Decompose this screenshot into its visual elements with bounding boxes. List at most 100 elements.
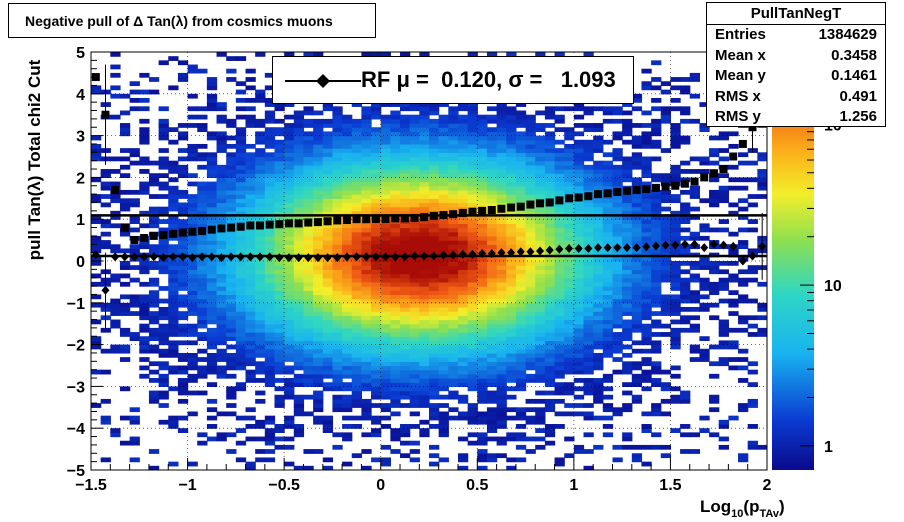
heatmap-cell bbox=[670, 194, 681, 199]
heatmap-cell bbox=[400, 173, 411, 178]
heatmap-cell bbox=[535, 110, 546, 116]
heatmap-cell bbox=[583, 198, 594, 204]
heatmap-cell bbox=[709, 202, 720, 208]
heatmap-cell bbox=[535, 185, 546, 191]
heatmap-cell bbox=[342, 177, 353, 183]
heatmap-cell bbox=[564, 390, 575, 396]
heatmap-cell bbox=[573, 332, 585, 337]
heatmap-cell bbox=[226, 173, 237, 178]
heatmap-cell bbox=[139, 189, 150, 195]
heatmap-cell bbox=[448, 311, 459, 316]
heatmap-cell bbox=[255, 261, 266, 266]
diamond-point bbox=[371, 252, 380, 262]
heatmap-cell bbox=[699, 415, 710, 421]
heatmap-cell bbox=[380, 340, 391, 346]
heatmap-cell bbox=[486, 378, 498, 383]
heatmap-cell bbox=[351, 298, 362, 304]
heatmap-cell bbox=[197, 181, 208, 187]
heatmap-cell bbox=[467, 273, 478, 279]
heatmap-cell bbox=[544, 315, 556, 321]
heatmap-cell bbox=[515, 411, 527, 417]
heatmap-cell bbox=[506, 319, 517, 325]
heatmap-cell bbox=[438, 143, 449, 149]
heatmap-cell bbox=[602, 290, 614, 296]
heatmap-cell bbox=[303, 106, 314, 112]
heatmap-cell bbox=[380, 118, 391, 124]
heatmap-cell bbox=[564, 352, 575, 358]
heatmap-cell bbox=[235, 315, 247, 321]
heatmap-cell bbox=[380, 202, 391, 208]
heatmap-cell bbox=[216, 139, 227, 145]
heatmap-cell bbox=[235, 173, 247, 178]
heatmap-cell bbox=[651, 261, 662, 266]
heatmap-cell bbox=[400, 327, 411, 333]
heatmap-cell bbox=[322, 194, 334, 199]
heatmap-cell bbox=[371, 181, 382, 187]
heatmap-cell bbox=[448, 244, 459, 250]
heatmap-cell bbox=[390, 398, 401, 404]
heatmap-cell bbox=[322, 164, 334, 170]
heatmap-cell bbox=[515, 235, 527, 241]
heatmap-cell bbox=[602, 215, 614, 220]
heatmap-cell bbox=[264, 332, 276, 337]
heatmap-cell bbox=[322, 373, 334, 379]
heatmap-cell bbox=[564, 177, 575, 183]
heatmap-cell bbox=[718, 424, 729, 429]
heatmap-cell bbox=[409, 344, 420, 350]
heatmap-cell bbox=[641, 231, 652, 237]
heatmap-cell bbox=[303, 231, 314, 237]
heatmap-cell bbox=[322, 277, 334, 283]
heatmap-cell bbox=[631, 123, 643, 128]
heatmap-cell bbox=[177, 369, 189, 375]
heatmap-cell bbox=[651, 139, 662, 145]
heatmap-cell bbox=[467, 298, 478, 304]
heatmap-cell bbox=[235, 215, 247, 220]
heatmap-cell bbox=[573, 185, 585, 191]
heatmap-cell bbox=[206, 152, 218, 158]
heatmap-cell bbox=[670, 269, 681, 275]
heatmap-cell bbox=[429, 198, 440, 204]
heatmap-cell bbox=[573, 189, 585, 195]
heatmap-cell bbox=[506, 323, 517, 329]
heatmap-cell bbox=[718, 419, 729, 425]
heatmap-cell bbox=[525, 357, 536, 362]
heatmap-cell bbox=[583, 302, 594, 308]
heatmap-cell bbox=[293, 173, 305, 178]
heatmap-cell bbox=[515, 373, 527, 379]
heatmap-cell bbox=[168, 386, 179, 392]
heatmap-cell bbox=[371, 332, 382, 337]
heatmap-cell bbox=[303, 185, 314, 191]
heatmap-cell bbox=[651, 189, 662, 195]
heatmap-cell bbox=[728, 177, 739, 183]
heatmap-cell bbox=[139, 210, 150, 216]
heatmap-cell bbox=[622, 306, 633, 312]
heatmap-cell bbox=[602, 198, 614, 204]
y-tick-label: −4 bbox=[67, 421, 85, 438]
heatmap-cell bbox=[371, 160, 382, 166]
heatmap-cell bbox=[622, 139, 633, 145]
heatmap-cell bbox=[380, 302, 391, 308]
diamond-point bbox=[545, 245, 554, 255]
heatmap-cell bbox=[361, 139, 372, 145]
heatmap-cell bbox=[139, 181, 150, 187]
heatmap-cell bbox=[274, 424, 285, 429]
heatmap-cell bbox=[342, 198, 353, 204]
heatmap-cell bbox=[226, 235, 237, 241]
heatmap-cell bbox=[187, 378, 198, 383]
heatmap-cell bbox=[496, 336, 507, 342]
heatmap-cell bbox=[612, 256, 623, 262]
heatmap-cell bbox=[718, 327, 729, 333]
heatmap-cell bbox=[593, 202, 604, 208]
heatmap-cell bbox=[564, 286, 575, 291]
heatmap-cell bbox=[206, 365, 218, 371]
heatmap-cell bbox=[216, 181, 227, 187]
heatmap-cell bbox=[293, 294, 305, 300]
heatmap-cell bbox=[622, 219, 633, 224]
heatmap-cell bbox=[506, 407, 517, 413]
heatmap-cell bbox=[573, 173, 585, 178]
heatmap-cell bbox=[400, 52, 411, 57]
heatmap-cell bbox=[216, 194, 227, 199]
diamond-point bbox=[468, 249, 477, 259]
heatmap-cell bbox=[274, 436, 285, 442]
heatmap-cell bbox=[313, 235, 324, 241]
